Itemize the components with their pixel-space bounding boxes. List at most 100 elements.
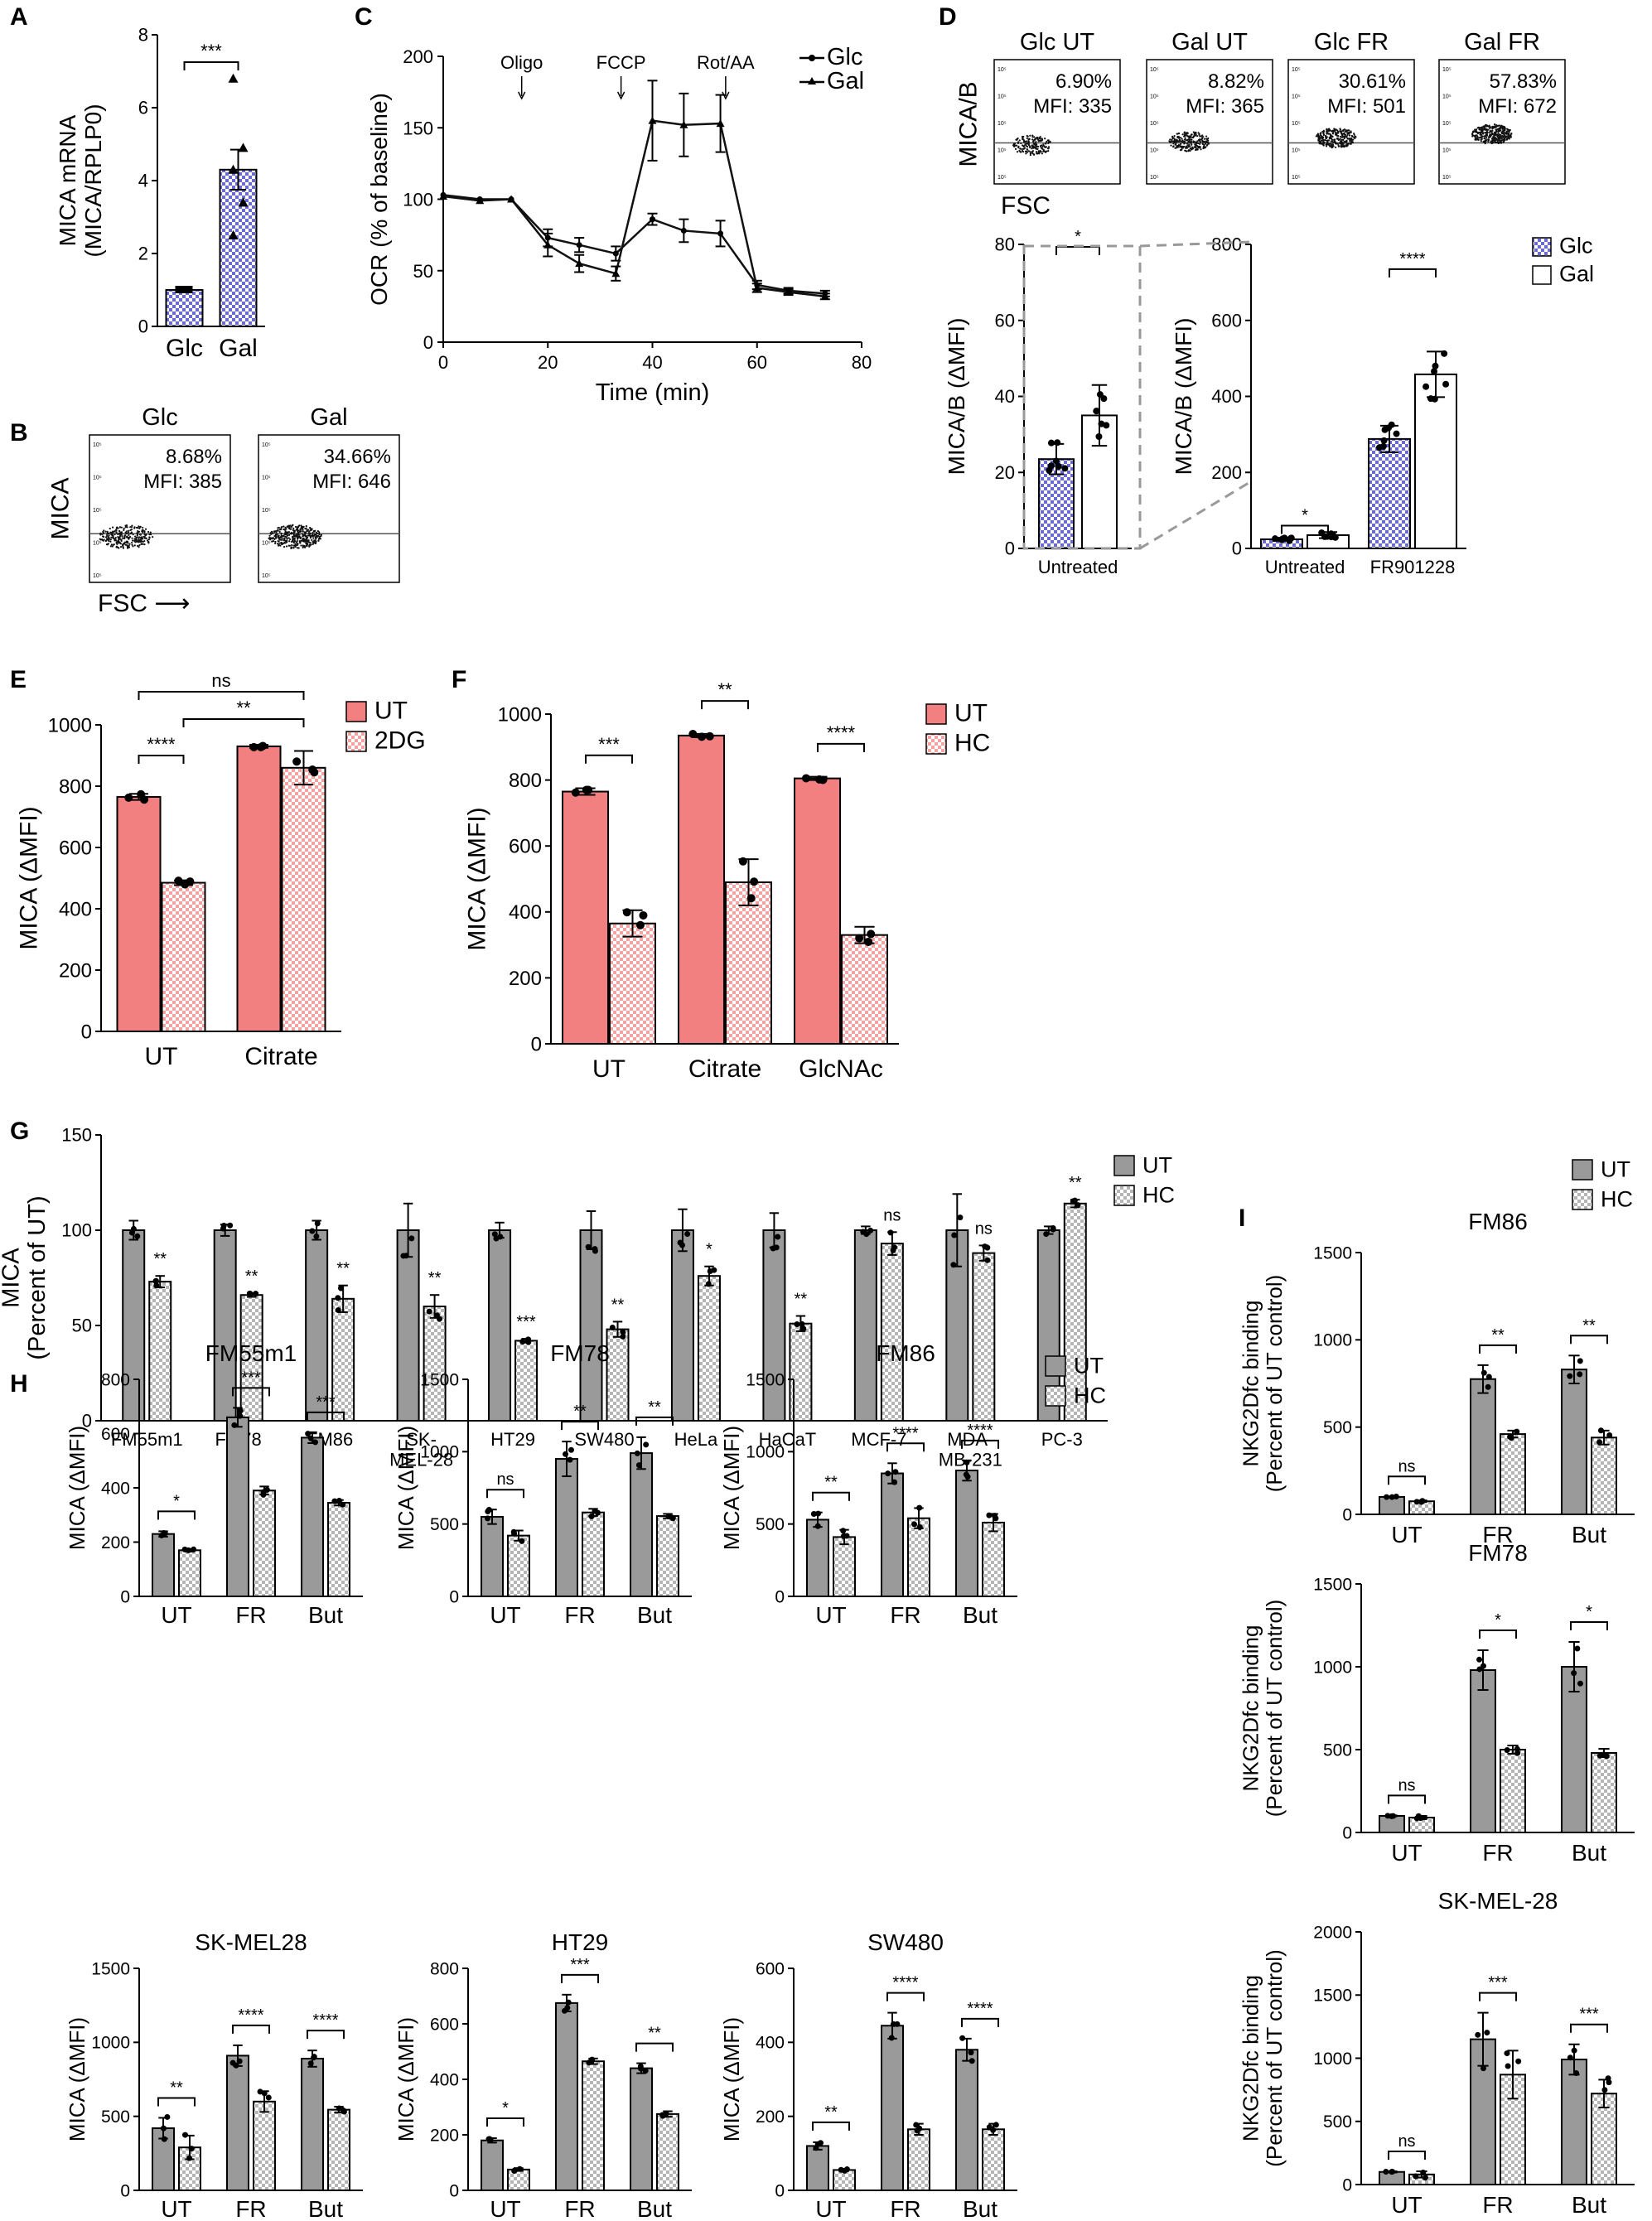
flow-event [1196,140,1199,142]
significance-label: ** [170,2079,183,2097]
significance-bracket [138,691,305,700]
flow-plot-frame [993,59,1121,185]
data-point [843,2166,850,2173]
bar [955,2049,978,2191]
flow-event [300,537,302,539]
significance-bracket [961,2017,999,2027]
flow-event [1495,132,1497,135]
data-point [253,1291,259,1297]
y-tick-label: 200 [1211,462,1242,483]
flow-event [142,535,145,538]
data-point [543,240,553,249]
flow-event [1321,138,1324,140]
bar [555,2001,578,2191]
y-tick-label: 400 [101,1479,130,1498]
flow-event [297,538,299,540]
flow-event [1505,130,1508,133]
flow-event [1026,140,1028,142]
flow-event [309,527,312,530]
chart-panel-I3: 0 500 1000 1500 2000 NKG2Dfc binding(Percent … [1239,1888,1635,2218]
bar [1591,1436,1617,1515]
flow-y-label: MICA/B [955,81,983,167]
flow-y-label: MICA [47,478,75,540]
flow-event [1476,135,1479,138]
y-tick-label: 1500 [1313,1243,1352,1263]
bar [1591,1752,1617,1833]
data-point [257,2088,263,2095]
significance-label: *** [241,1369,261,1387]
significance-label: *** [570,1956,590,1974]
bar [972,1252,996,1422]
data-point [511,2168,518,2175]
data-point [485,1515,491,1522]
chart-panel-D2: 0 200 400 600 800 MICA/B (ΔMFI) Untreated FR901… [1171,234,1594,577]
flow-event [1205,144,1209,147]
data-point [592,1248,598,1254]
data-point [916,1523,923,1530]
legend-swatch [925,703,947,725]
flow-event [1345,141,1347,143]
data-point [746,894,756,903]
flow-event [1028,142,1031,144]
chart-title: FM78 [1468,1540,1528,1566]
x-category-label: FR [1482,1522,1513,1547]
flow-event [314,539,316,542]
flow-event [115,531,118,534]
data-point [688,729,698,738]
flow-event [1490,141,1492,143]
flow-event [149,531,152,534]
flow-event [313,534,316,537]
flow-event [1203,144,1205,147]
flow-event [1189,145,1191,147]
flow-event [1045,146,1048,148]
flow-event [283,535,285,538]
significance-label: ** [1491,1326,1505,1345]
data-point [335,1295,341,1301]
data-point [426,1308,432,1315]
flow-event [292,532,295,534]
chart-panel-I2: 0 500 1000 1500 NKG2Dfc binding(Percent of U… [1239,1540,1635,1866]
flow-tick-label: 10⁵ [262,476,271,481]
flow-event [316,534,320,537]
flow-event [1485,134,1488,137]
flow-event [1021,149,1024,152]
flow-event [1329,137,1331,140]
data-point [1514,1428,1520,1435]
legend-marker [809,55,815,61]
flow-event [1329,133,1331,136]
legend-swatch [925,733,947,755]
significance-label: ** [336,1260,350,1278]
y-tick-label: 1000 [498,703,542,726]
flow-event [318,534,321,536]
data-point [1379,442,1387,450]
flow-y-label-group: MICA/B [955,81,983,167]
x-category-label: Citrate [244,1043,317,1070]
flow-event [99,534,102,536]
flow-event [1018,139,1021,142]
flow-event [131,541,133,544]
flow-event [1343,140,1345,143]
flow-event [1502,135,1505,138]
x-category-label: UT [1391,1840,1422,1866]
data-point [959,2035,966,2041]
chart-panel-G: 0 50 100 150 MICA(Percent of UT) G FM55m1 FM78 F… [0,1118,1175,1470]
x-category-label: FR [564,1602,595,1628]
data-point [229,2059,236,2066]
significance-label: ns [883,1206,901,1224]
flow-event [119,546,123,548]
bar [281,766,326,1032]
significance-bracket [1388,1794,1426,1804]
flow-event [1342,135,1345,138]
flow-event [320,535,322,538]
significance-label: * [1302,506,1308,524]
y-tick-label: 800 [59,775,92,798]
flow-event [135,540,138,543]
bar [656,1515,679,1598]
flow-event [131,543,133,546]
flow-event [1481,135,1484,138]
x-category-label: But [1572,1840,1606,1866]
flow-event [1485,123,1487,126]
flow-event [129,533,132,535]
